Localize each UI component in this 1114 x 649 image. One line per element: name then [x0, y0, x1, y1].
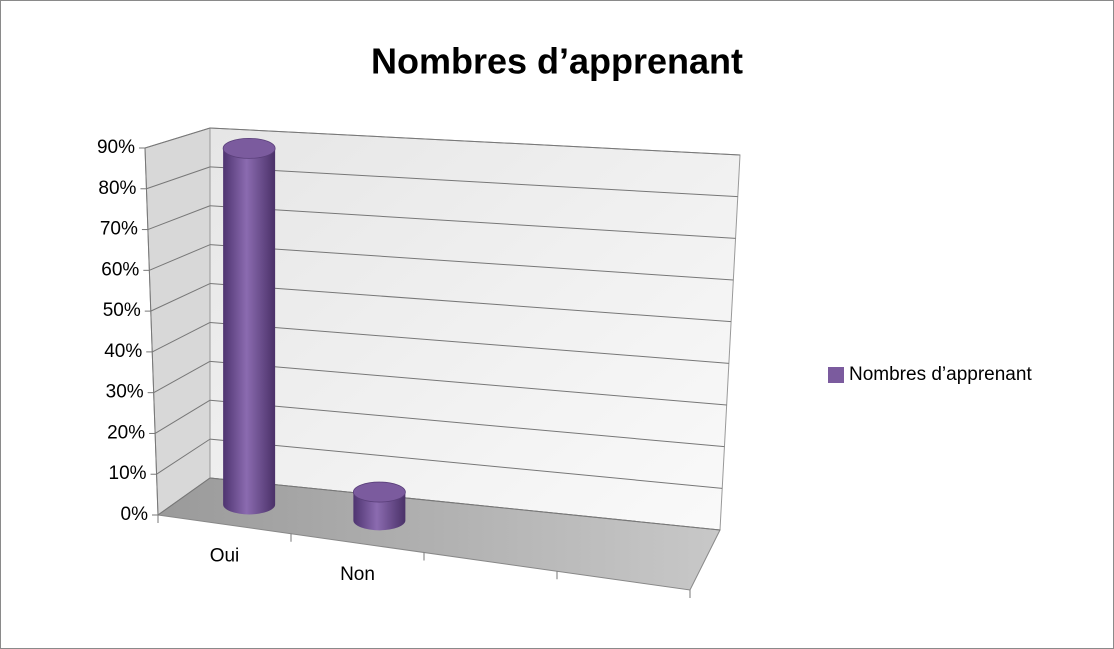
legend-swatch [828, 367, 844, 383]
grid-line [209, 360, 727, 406]
grid-line [209, 477, 721, 531]
grid-line [151, 321, 211, 353]
y-tick-label: 50% [103, 300, 141, 321]
grid-line [209, 127, 741, 156]
bar [352, 481, 406, 531]
grid-line [209, 244, 734, 281]
y-tick-label: 80% [98, 178, 136, 199]
grid-line [149, 244, 211, 271]
x-tick-label: Non [340, 564, 375, 585]
y-tick-label: 30% [106, 382, 144, 403]
grid-line [150, 283, 211, 312]
chart-title: Nombres d’apprenant [371, 41, 743, 82]
grid-line [209, 283, 732, 323]
y-tick-label: 60% [101, 259, 139, 280]
grid-line [154, 399, 211, 434]
grid-line [157, 477, 211, 516]
grid-line [209, 321, 729, 364]
grid-line [209, 166, 738, 198]
y-tick-label: 40% [104, 341, 142, 362]
y-tick-label: 70% [100, 219, 138, 240]
grid-line [156, 438, 211, 475]
bar-body [223, 148, 276, 515]
legend-label: Nombres d’apprenant [849, 364, 1032, 385]
grid-line [146, 166, 211, 190]
y-tick-label: 10% [109, 463, 147, 484]
y-tick-label: 90% [97, 137, 135, 158]
grid-line [147, 205, 211, 231]
y-tick-label: 20% [107, 422, 145, 443]
grid-line [144, 127, 211, 149]
grid-line [209, 399, 725, 448]
grid-line [209, 205, 736, 239]
y-tick-label: 0% [121, 504, 149, 525]
y-axis [144, 147, 159, 516]
grid-line [209, 438, 723, 489]
grid-line [153, 360, 211, 394]
bar-top [222, 137, 276, 159]
bar-body [353, 492, 406, 531]
bar [222, 137, 276, 515]
bar-top [352, 481, 406, 503]
x-tick-label: Oui [210, 545, 240, 566]
